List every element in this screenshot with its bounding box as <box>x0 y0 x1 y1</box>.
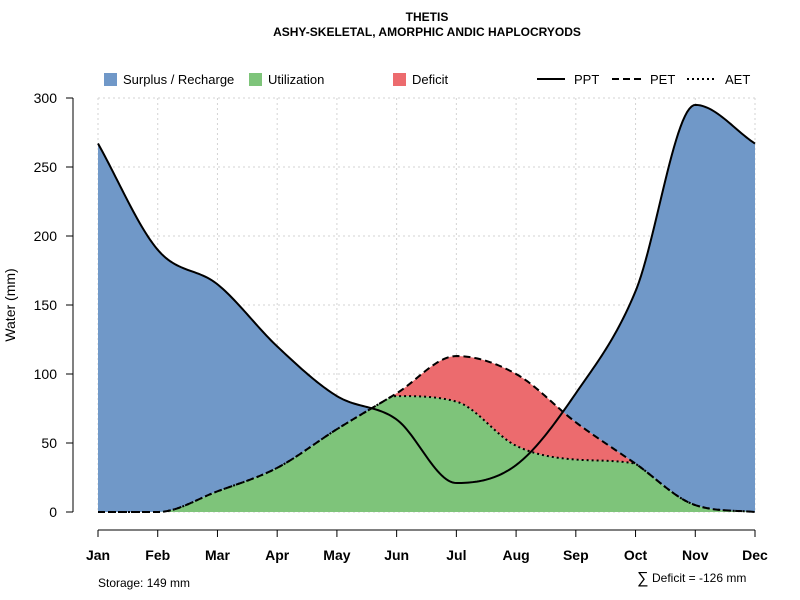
x-tick-label: Jul <box>446 547 466 563</box>
y-tick-label: 0 <box>49 504 57 520</box>
x-tick-label: Nov <box>682 547 709 563</box>
y-axis-label: Water (mm) <box>2 268 18 341</box>
y-tick-label: 100 <box>34 366 58 382</box>
legend: Surplus / Recharge Utilization Deficit P… <box>104 72 750 87</box>
line-layer <box>97 103 756 513</box>
legend-utilization-swatch <box>249 73 262 86</box>
x-tick-label: Feb <box>145 547 170 563</box>
legend-deficit-label: Deficit <box>412 72 449 87</box>
legend-ppt-label: PPT <box>574 72 599 87</box>
y-tick-label: 250 <box>34 159 58 175</box>
legend-aet-label: AET <box>725 72 750 87</box>
x-tick-label: Aug <box>502 547 529 563</box>
chart-subtitle: ASHY-SKELETAL, AMORPHIC ANDIC HAPLOCRYOD… <box>273 25 581 39</box>
x-tick-label: Jun <box>384 547 409 563</box>
x-tick-label: Sep <box>563 547 589 563</box>
x-tick-label: May <box>323 547 350 563</box>
x-tick-label: Jan <box>86 547 110 563</box>
y-tick-label: 200 <box>34 228 58 244</box>
deficit-area <box>98 356 755 512</box>
y-tick-label: 150 <box>34 297 58 313</box>
storage-note: Storage: 149 mm <box>98 576 190 590</box>
series-line-ppt <box>97 103 756 485</box>
legend-deficit-swatch <box>393 73 406 86</box>
area-layer <box>98 104 755 512</box>
series-line-pet <box>98 355 756 513</box>
utilization-area <box>98 396 755 512</box>
x-tick-label: Apr <box>265 547 290 563</box>
legend-surplus-swatch <box>104 73 117 86</box>
legend-pet-label: PET <box>650 72 675 87</box>
x-tick-label: Oct <box>624 547 648 563</box>
surplus-area <box>98 104 755 512</box>
x-tick-label: Dec <box>742 547 768 563</box>
deficit-note: Deficit = -126 mm <box>652 571 746 585</box>
series-line-aet <box>98 395 756 513</box>
y-tick-label: 300 <box>34 90 58 106</box>
x-tick-label: Mar <box>205 547 230 563</box>
y-tick-label: 50 <box>41 435 57 451</box>
deficit-sum-icon: ∑ <box>637 570 648 587</box>
chart-title: THETIS <box>406 10 449 24</box>
axes: 0 50 100 150 200 250 300 Jan Feb Mar Apr May Jun Jul A… <box>34 90 768 563</box>
legend-surplus-label: Surplus / Recharge <box>123 72 234 87</box>
legend-utilization-label: Utilization <box>268 72 324 87</box>
